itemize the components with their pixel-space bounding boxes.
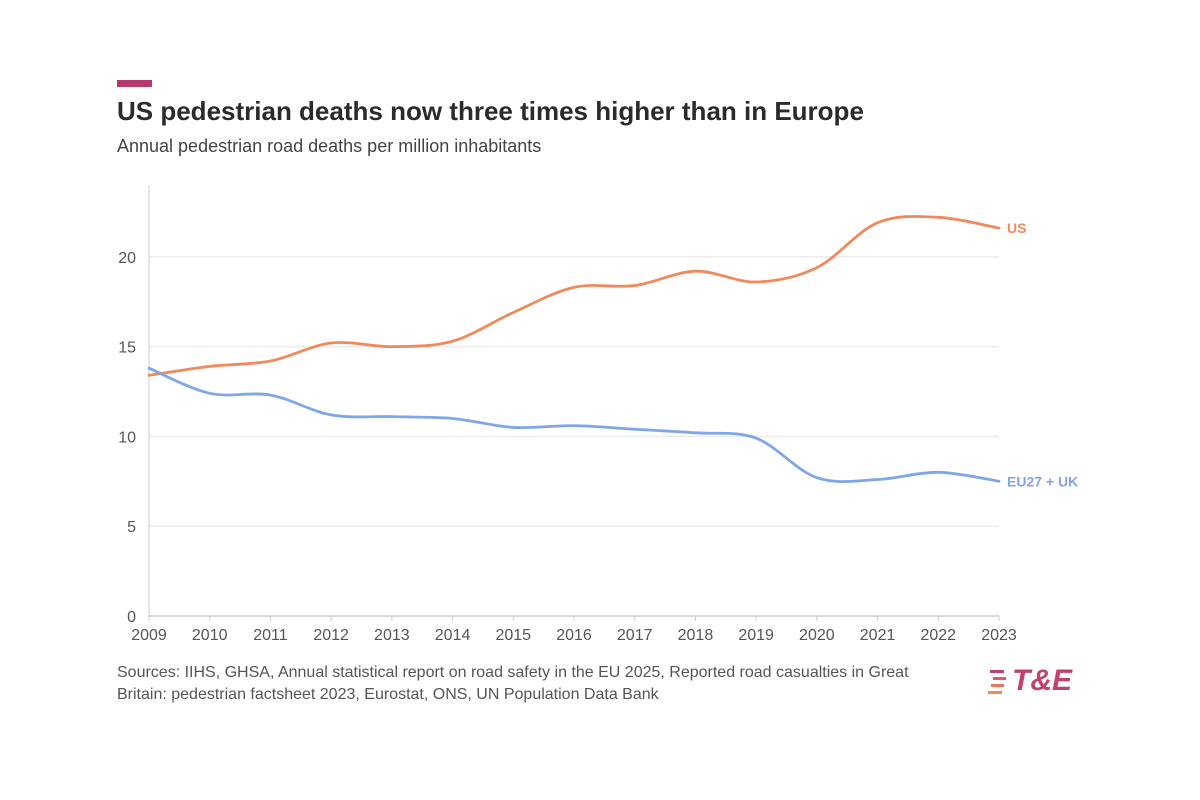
x-tick-label: 2016 [556, 627, 592, 644]
logo-text: T&E [1012, 664, 1072, 697]
series-line [147, 215, 1001, 377]
source-note: Sources: IIHS, GHSA, Annual statistical … [117, 664, 909, 703]
series-label: EU27 + UK [1007, 473, 1078, 489]
x-tick-label: 2017 [617, 627, 653, 644]
chart-title: US pedestrian deaths now three times hig… [117, 96, 864, 126]
x-tick-label: 2015 [495, 627, 531, 644]
y-tick-label: 0 [127, 609, 136, 626]
y-tick-label: 20 [118, 250, 136, 267]
x-tick-label: 2012 [313, 627, 349, 644]
x-tick-label: 2019 [738, 627, 774, 644]
x-tick-label: 2014 [435, 627, 471, 644]
x-tick-label: 2023 [981, 627, 1017, 644]
y-tick-label: 5 [127, 519, 136, 536]
series-label: US [1007, 220, 1026, 236]
x-tick-label: 2011 [253, 627, 288, 644]
x-tick-label: 2013 [374, 627, 410, 644]
x-tick-label: 2018 [678, 627, 714, 644]
chart-subtitle: Annual pedestrian road deaths per millio… [117, 136, 542, 156]
y-tick-label: 15 [118, 340, 136, 357]
series-line [147, 366, 1001, 483]
x-tick-label: 2022 [920, 627, 956, 644]
x-tick-label: 2010 [192, 627, 228, 644]
x-tick-label: 2020 [799, 627, 835, 644]
te-logo: T&E [988, 664, 1098, 700]
accent-bar [117, 80, 152, 87]
x-tick-label: 2009 [131, 627, 167, 644]
logo-stripes-icon [988, 670, 1006, 694]
x-tick-label: 2021 [860, 627, 896, 644]
y-tick-label: 10 [118, 429, 136, 446]
